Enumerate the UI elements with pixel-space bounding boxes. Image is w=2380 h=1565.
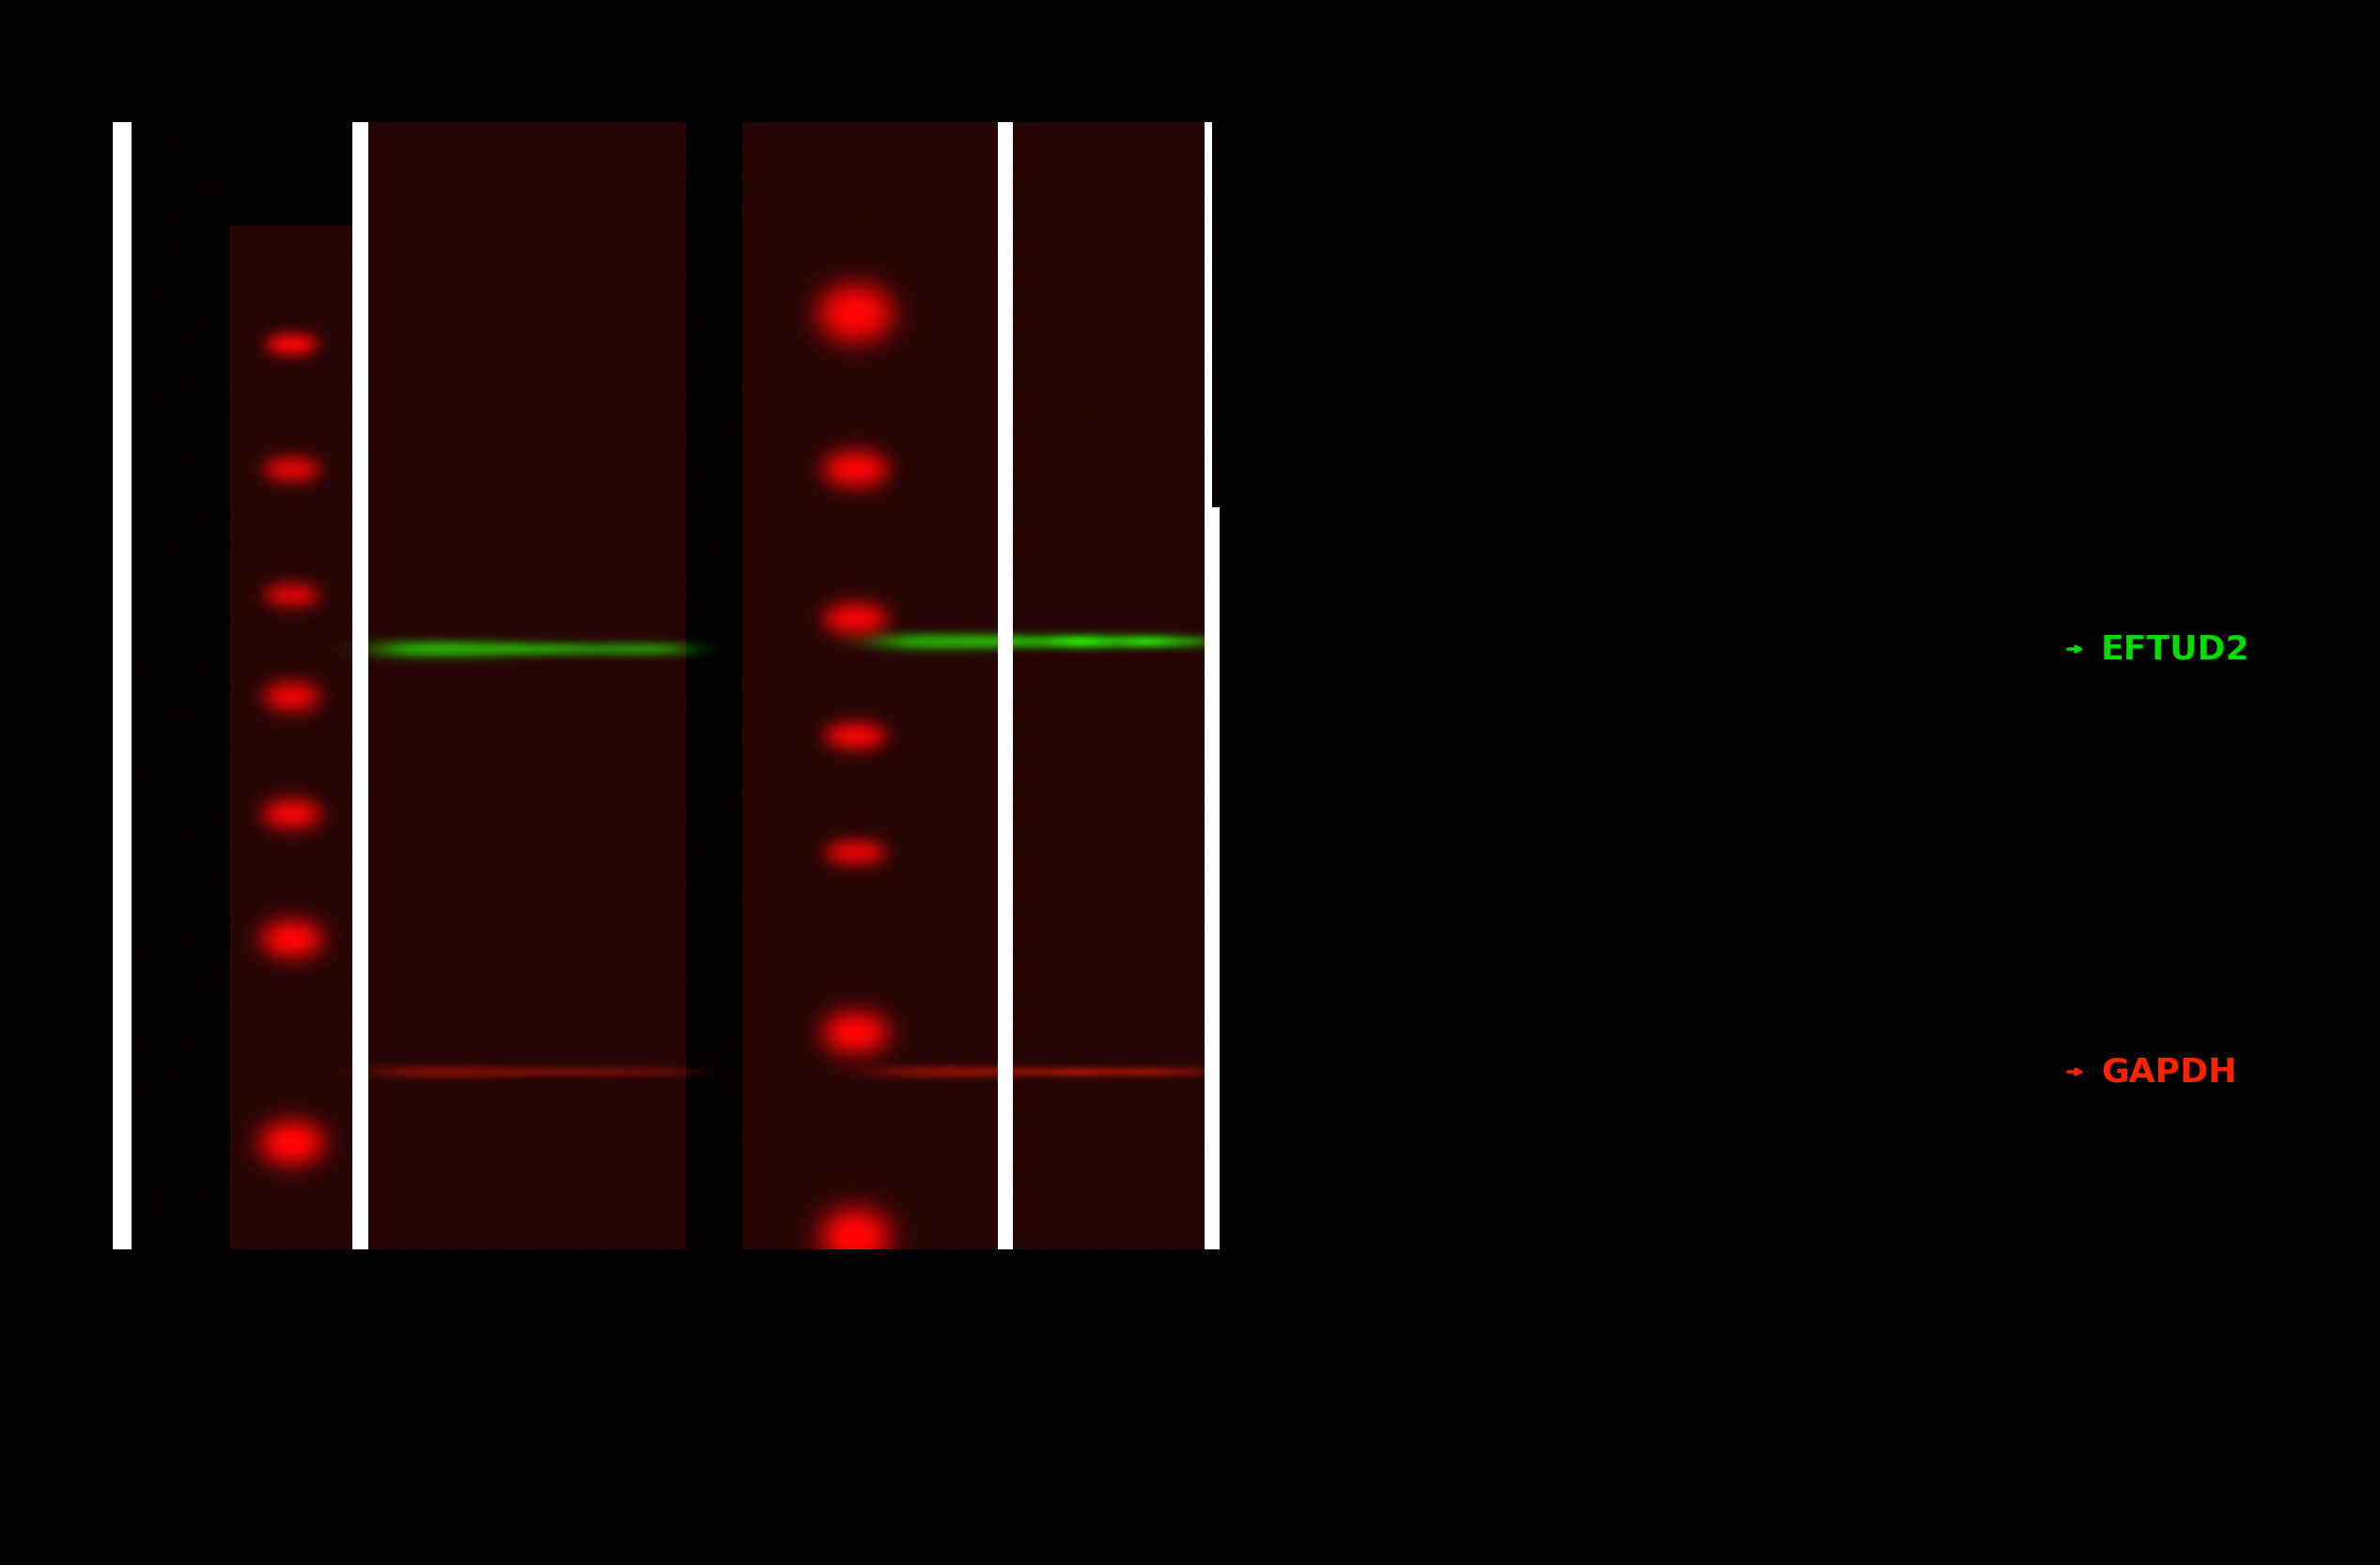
Text: GAPDH: GAPDH: [2102, 1056, 2237, 1088]
Text: EFTUD2: EFTUD2: [2102, 634, 2249, 665]
